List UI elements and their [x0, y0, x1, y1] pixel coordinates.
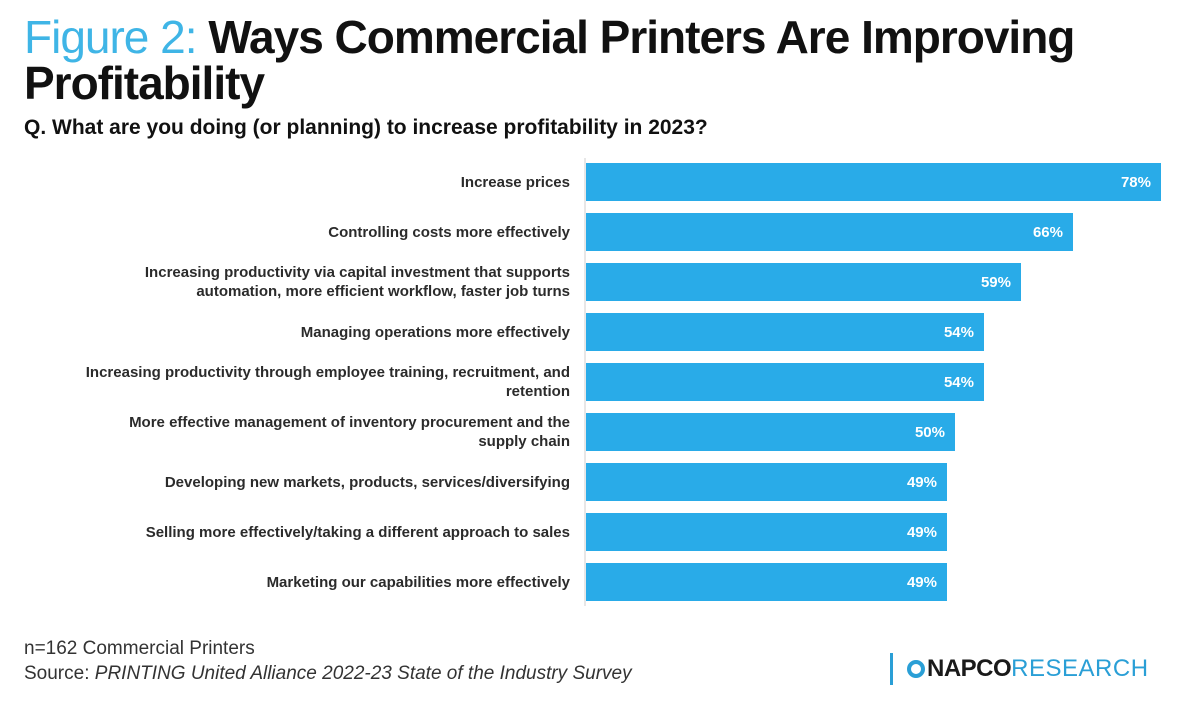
- category-label-4: Managing operations more effectively: [300, 323, 570, 341]
- bar-5: [586, 363, 984, 401]
- bar-1: [586, 163, 1161, 201]
- category-label-6: More effective management of inventory p…: [129, 414, 570, 450]
- bar-4: [586, 313, 984, 351]
- bar-value-label-6: 50%: [915, 424, 945, 441]
- chart-title: Figure 2: Ways Commercial Printers Are I…: [24, 14, 1174, 106]
- figure-prefix: Figure 2:: [24, 11, 198, 63]
- bar-9: [586, 563, 947, 601]
- source-prefix: Source:: [24, 663, 95, 684]
- bar-value-label-8: 49%: [907, 524, 937, 541]
- bar-3: [586, 263, 1021, 301]
- sample-size-note: n=162 Commercial Printers: [24, 638, 255, 659]
- bar-value-label-7: 49%: [907, 474, 937, 491]
- category-label-7: Developing new markets, products, servic…: [164, 473, 570, 491]
- bar-2: [586, 213, 1073, 251]
- logo-ring-icon: [907, 660, 925, 678]
- napco-research-logo: NAPCO RESEARCH: [890, 652, 1149, 686]
- category-label-9: Marketing our capabilities more effectiv…: [266, 573, 570, 591]
- survey-question: Q. What are you doing (or planning) to i…: [24, 116, 708, 139]
- source-note: Source: PRINTING United Alliance 2022-23…: [24, 663, 632, 685]
- bar-7: [586, 463, 947, 501]
- figure-title: Ways Commercial Printers Are Improving P…: [24, 11, 1075, 109]
- category-label-5: Increasing productivity through employee…: [85, 364, 570, 400]
- bar-8: [586, 513, 947, 551]
- category-label-1: Increase prices: [460, 173, 570, 191]
- source-title: PRINTING United Alliance 2022-23 State o…: [94, 663, 632, 684]
- bar-6: [586, 413, 955, 451]
- bar-value-label-4: 54%: [944, 324, 974, 341]
- bar-value-label-5: 54%: [944, 374, 974, 391]
- logo-divider: [890, 653, 893, 685]
- bar-value-label-2: 66%: [1033, 224, 1063, 241]
- category-label-8: Selling more effectively/taking a differ…: [145, 523, 570, 541]
- bar-value-label-1: 78%: [1121, 174, 1151, 191]
- category-label-2: Controlling costs more effectively: [328, 223, 570, 241]
- logo-research: RESEARCH: [1011, 655, 1149, 682]
- category-label-3: Increasing productivity via capital inve…: [144, 264, 570, 300]
- logo-napco: NAPCO: [927, 655, 1012, 682]
- bar-value-label-9: 49%: [907, 574, 937, 591]
- bar-value-label-3: 59%: [981, 274, 1011, 291]
